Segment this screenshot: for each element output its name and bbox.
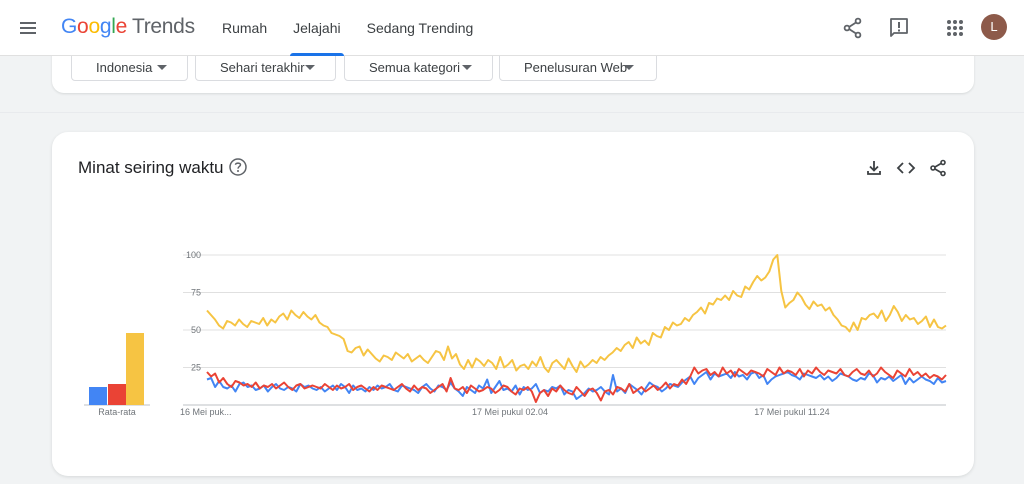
search-type-dropdown[interactable]: Penelusuran Web bbox=[499, 52, 657, 81]
series-line bbox=[206, 371, 947, 400]
embed-icon[interactable] bbox=[896, 158, 916, 178]
nav-item-sedang-trending[interactable]: Sedang Trending bbox=[366, 20, 474, 36]
region-dropdown[interactable]: Indonesia bbox=[71, 52, 188, 81]
share-icon[interactable] bbox=[928, 158, 948, 178]
y-tick-label: 100 bbox=[186, 250, 201, 260]
caret-down-icon bbox=[157, 65, 167, 70]
caret-down-icon bbox=[305, 65, 315, 70]
series-line bbox=[206, 366, 947, 403]
logo-letter: o bbox=[77, 15, 89, 38]
average-label: Rata-rata bbox=[98, 407, 136, 417]
y-tick-label: 25 bbox=[191, 363, 201, 373]
logo-letter: g bbox=[99, 15, 112, 38]
category-value: Semua kategori bbox=[369, 60, 461, 75]
logo-letter: o bbox=[88, 15, 100, 38]
card-title: Minat seiring waktu bbox=[78, 158, 224, 177]
main-nav: Rumah Jelajahi Sedang Trending bbox=[209, 0, 486, 56]
google-trends-logo[interactable]: Google Trends bbox=[61, 15, 195, 39]
series-line bbox=[206, 254, 947, 373]
logo-letter: l bbox=[111, 15, 116, 38]
average-bar bbox=[89, 387, 107, 405]
y-tick-label: 50 bbox=[191, 325, 201, 335]
caret-down-icon bbox=[462, 65, 472, 70]
menu-icon[interactable] bbox=[16, 16, 40, 40]
average-bar bbox=[126, 333, 144, 405]
interest-chart: 100 75 50 25 Rata-rata 16 Mei puk... 17 Mei pu… bbox=[84, 250, 947, 417]
time-range-value: Sehari terakhir bbox=[220, 60, 305, 75]
nav-item-rumah[interactable]: Rumah bbox=[222, 20, 268, 36]
interest-over-time-card: Minat seiring waktu 100 75 50 25 Rata-rata 16… bbox=[52, 132, 974, 476]
y-tick-label: 75 bbox=[191, 288, 201, 298]
nav-item-jelajahi[interactable]: Jelajahi bbox=[280, 0, 353, 56]
search-type-value: Penelusuran Web bbox=[524, 60, 628, 75]
logo-suffix: Trends bbox=[131, 15, 195, 38]
average-bar bbox=[108, 384, 126, 405]
download-icon[interactable] bbox=[864, 158, 884, 178]
time-range-dropdown[interactable]: Sehari terakhir bbox=[195, 52, 336, 81]
top-app-bar: Google Trends Rumah Jelajahi Sedang Trend… bbox=[0, 0, 1024, 56]
filter-bar: Indonesia Sehari terakhir Semua kategori… bbox=[52, 40, 974, 93]
apps-icon[interactable] bbox=[943, 16, 967, 40]
logo-letter: e bbox=[115, 15, 128, 38]
category-dropdown[interactable]: Semua kategori bbox=[344, 52, 493, 81]
x-tick-label: 17 Mei pukul 02.04 bbox=[472, 407, 548, 417]
section-divider bbox=[0, 112, 1024, 113]
logo-letter: G bbox=[61, 15, 78, 38]
avatar[interactable]: L bbox=[981, 14, 1007, 40]
x-tick-label: 16 Mei puk... bbox=[180, 407, 232, 417]
region-value: Indonesia bbox=[96, 60, 153, 75]
help-icon[interactable] bbox=[228, 157, 248, 177]
caret-down-icon bbox=[624, 65, 634, 70]
share-icon[interactable] bbox=[841, 16, 865, 40]
feedback-icon[interactable] bbox=[887, 16, 911, 40]
x-tick-label: 17 Mei pukul 11.24 bbox=[754, 407, 829, 417]
